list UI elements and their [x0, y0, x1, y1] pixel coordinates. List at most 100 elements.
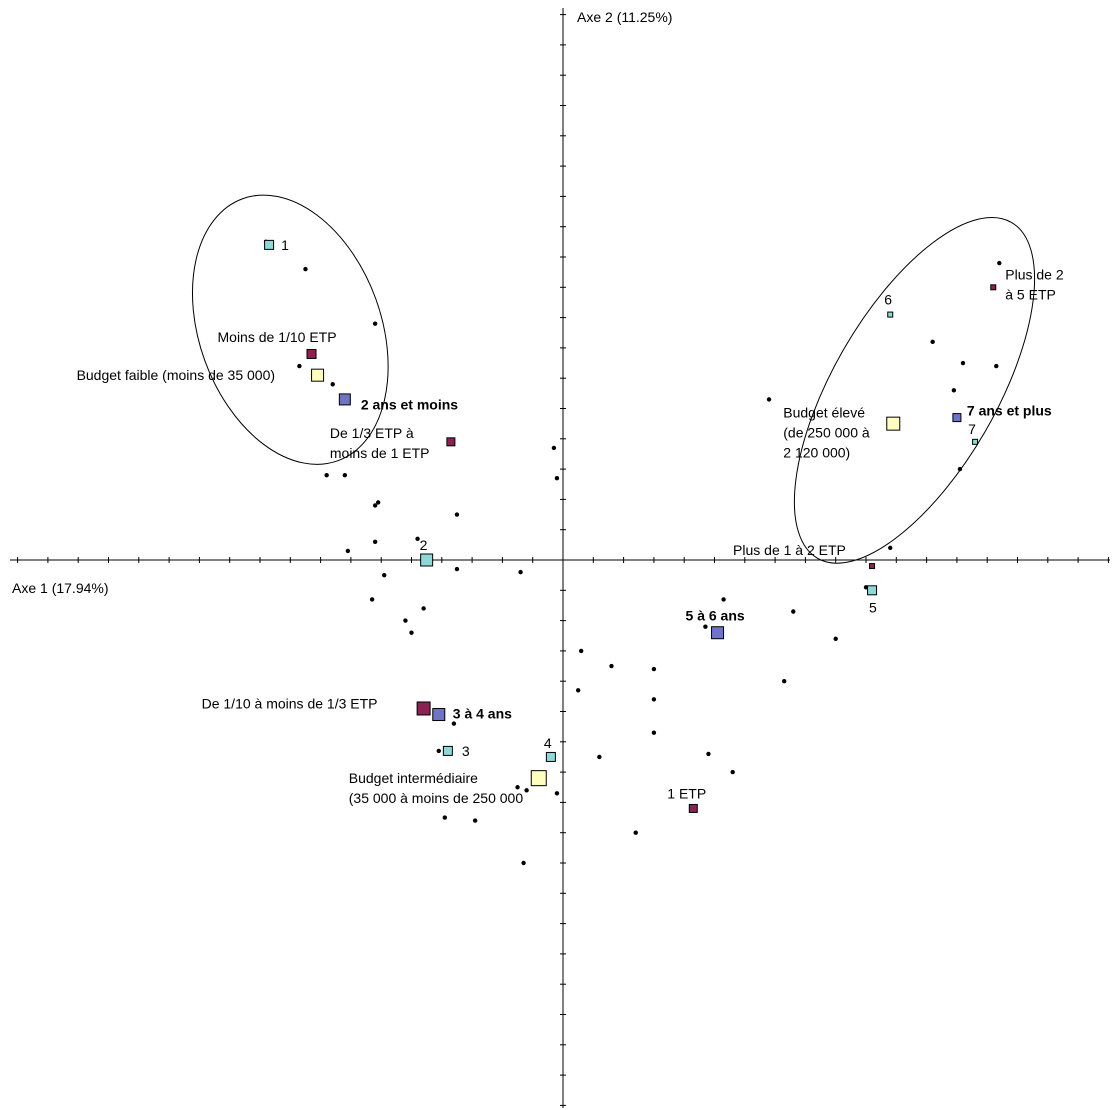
modality-label: 5 à 6 ans [686, 608, 745, 624]
individual-point [609, 663, 614, 669]
axes [10, 8, 1110, 1108]
modality-label: 3 [462, 743, 470, 759]
modality-label: 2 ans et moins [361, 396, 458, 412]
individual-point [833, 636, 838, 641]
modality-number: 2 [420, 537, 434, 567]
modality-label: 1 ETP [667, 785, 706, 801]
modality-number: 6 [884, 292, 894, 318]
modality-marker [264, 239, 275, 250]
individual-point [524, 788, 529, 793]
modality-etp: De 1/3 ETP à moins de 1 ETP [330, 425, 456, 461]
modality-marker [867, 585, 878, 596]
individual-point [633, 830, 638, 835]
individual-point [888, 545, 893, 551]
modality-label: 5 [869, 599, 877, 615]
individual-point [997, 260, 1002, 266]
individual-point [957, 466, 963, 472]
individual-point [436, 748, 441, 754]
individual-point [791, 609, 796, 614]
individual-point [730, 769, 735, 775]
modality-marker [869, 563, 876, 570]
modality-marker [952, 413, 962, 423]
individual-point [781, 679, 787, 684]
modality-etp: Plus de 1 à 2 ETP [733, 542, 876, 570]
x-axis-title: Axe 1 (17.94%) [12, 580, 109, 596]
modality-marker [311, 368, 325, 382]
individual-point [372, 321, 378, 326]
individual-point [703, 624, 708, 629]
individual-point [403, 618, 408, 623]
individual-point [330, 382, 335, 387]
modality-seniority: 3 à 4 ans [432, 706, 512, 722]
modality-budget: Budget intermédiaire (35 000 à moins de 2… [349, 770, 547, 806]
modality-marker [688, 803, 698, 813]
modality-label: Plus de 1 à 2 ETP [733, 542, 846, 558]
modality-number: 7 [968, 421, 979, 445]
modality-label: 6 [884, 292, 892, 308]
individual-point [342, 472, 348, 478]
modality-marker [886, 416, 901, 431]
cluster-ellipse-2 [793, 216, 1036, 564]
individual-point [372, 503, 378, 508]
modality-seniority: 2 ans et moins [338, 393, 458, 412]
individual-point [551, 445, 557, 451]
modality-label: De 1/10 à moins de 1/3 ETP [202, 695, 378, 711]
individual-point [303, 266, 308, 272]
modality-etp: 1 ETP [667, 785, 706, 813]
individual-point [554, 791, 560, 796]
individual-point [515, 785, 520, 790]
modality-label: 7 [968, 421, 976, 437]
modality-seniority: 5 à 6 ans [686, 608, 745, 640]
individual-point [651, 697, 657, 702]
modality-marker [972, 438, 979, 445]
individual-point [651, 666, 657, 672]
modality-number: 1 [264, 237, 289, 253]
modality-number: 3 [442, 743, 470, 759]
individual-point [721, 597, 726, 602]
modality-marker [446, 437, 456, 447]
individual-point [454, 566, 460, 572]
modality-marker [530, 770, 547, 787]
modality-label: 7 ans et plus [967, 403, 1052, 419]
individual-point [951, 388, 957, 393]
modality-etp: Moins de 1/10 ETP [218, 329, 337, 359]
modality-marker [306, 348, 317, 359]
modality-label: 2 [420, 537, 428, 553]
individual-point [706, 751, 711, 757]
individual-point [409, 630, 414, 635]
individual-point [345, 548, 351, 554]
individual-point [382, 572, 387, 578]
individual-point [297, 363, 302, 369]
individual-point [421, 606, 426, 611]
modality-marker [887, 311, 894, 318]
modality-seniority: 7 ans et plus [952, 403, 1052, 423]
modality-label: 4 [544, 735, 552, 751]
individual-point [372, 539, 378, 545]
modality-etp: De 1/10 à moins de 1/3 ETP [202, 695, 431, 716]
individual-point [375, 500, 381, 505]
modality-marker [711, 626, 725, 640]
y-axis-title: Axe 2 (11.25%) [577, 9, 672, 25]
modality-label: 1 [281, 237, 289, 253]
modality-label: Budget intermédiaire (35 000 à moins de 2… [349, 770, 524, 806]
modality-marker [338, 393, 351, 406]
individual-point [472, 818, 478, 823]
modality-label: De 1/3 ETP à moins de 1 ETP [330, 425, 430, 461]
modality-number: 5 [867, 585, 878, 615]
individual-point [415, 536, 420, 541]
modality-number: 4 [544, 735, 556, 762]
individual-point [766, 397, 772, 402]
individual-point [575, 688, 581, 693]
individual-point [518, 569, 523, 575]
individual-point [930, 339, 935, 345]
modality-budget: Budget faible (moins de 35 000) [77, 367, 325, 383]
modality-label: Budget faible (moins de 35 000) [77, 367, 275, 383]
modality-label: 3 à 4 ans [453, 706, 512, 722]
individual-points [263, 239, 1002, 866]
cluster-ellipse-1 [191, 194, 389, 465]
individual-point [451, 721, 457, 726]
